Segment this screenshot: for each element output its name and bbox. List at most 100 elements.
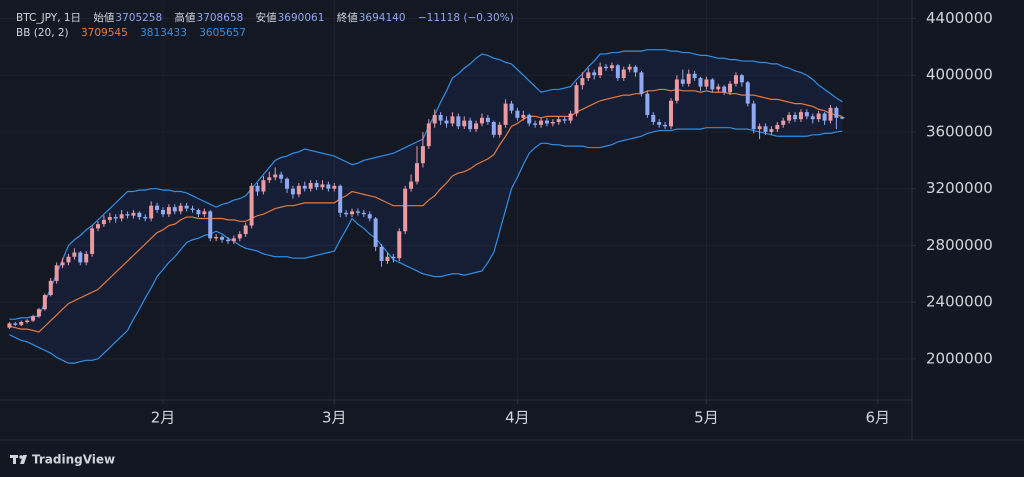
candle-body bbox=[680, 79, 685, 84]
candle-body bbox=[716, 86, 721, 90]
candle-body bbox=[574, 85, 579, 114]
candle-body bbox=[338, 185, 343, 213]
candle-body bbox=[225, 239, 230, 242]
indicator-name: BB (20, 2) bbox=[16, 27, 69, 39]
y-tick-label: 2000000 bbox=[926, 349, 993, 367]
y-tick-label: 4000000 bbox=[926, 66, 993, 84]
low-value: 3690061 bbox=[277, 12, 325, 24]
candle-body bbox=[302, 185, 307, 189]
candle-body bbox=[704, 79, 709, 87]
tradingview-logo: TradingView bbox=[10, 453, 115, 467]
candle-body bbox=[202, 211, 207, 215]
candle-body bbox=[379, 246, 384, 262]
candle-body bbox=[544, 120, 549, 124]
candle-body bbox=[769, 129, 774, 132]
candle-body bbox=[621, 69, 626, 79]
candle-body bbox=[651, 114, 656, 123]
candle-body bbox=[615, 65, 620, 79]
candle-body bbox=[166, 207, 171, 215]
candle-body bbox=[267, 177, 272, 181]
candle-body bbox=[350, 211, 355, 215]
candle-body bbox=[96, 224, 101, 229]
logo-shape bbox=[13, 455, 16, 464]
candle-body bbox=[527, 114, 532, 124]
candle-body bbox=[710, 79, 715, 90]
candle-body bbox=[385, 256, 390, 262]
candle-body bbox=[31, 316, 36, 321]
ohlc-legend: BTC_JPY, 1日 始値3705258 高値3708658 安値369006… bbox=[16, 10, 515, 25]
candle-body bbox=[344, 212, 349, 215]
candle-body bbox=[190, 208, 195, 210]
bb-legend: BB (20, 2) 3709545 3813433 3605657 bbox=[16, 27, 247, 39]
candle-body bbox=[533, 123, 538, 125]
candle-body bbox=[332, 185, 337, 189]
candle-body bbox=[13, 323, 18, 325]
axes: 2000000 2400000 2800000 3200000 3600000 40000… bbox=[151, 9, 993, 426]
candle-body bbox=[184, 205, 189, 209]
candle-body bbox=[143, 217, 148, 219]
bb-middle-value: 3709545 bbox=[81, 27, 128, 39]
candle-body bbox=[231, 238, 236, 242]
candle-body bbox=[355, 211, 360, 213]
candle-body bbox=[645, 93, 650, 115]
candle-body bbox=[468, 120, 473, 130]
candle-body bbox=[237, 234, 242, 239]
candle-body bbox=[361, 212, 366, 215]
candle-body bbox=[84, 253, 89, 263]
candle-body bbox=[214, 236, 219, 239]
candle-body bbox=[90, 228, 95, 254]
candle-body bbox=[627, 66, 632, 70]
candle-body bbox=[208, 211, 213, 239]
candle-body bbox=[373, 218, 378, 247]
logo-shape bbox=[19, 455, 23, 459]
candle-body bbox=[834, 107, 839, 118]
footer-brand: TradingView bbox=[32, 453, 115, 467]
candle-body bbox=[320, 184, 325, 188]
band-upper bbox=[9, 49, 843, 320]
bollinger-bands bbox=[9, 49, 843, 364]
symbol: BTC_JPY, 1日 bbox=[16, 12, 82, 24]
candle-body bbox=[674, 79, 679, 101]
candle-body bbox=[521, 114, 526, 118]
candle-body bbox=[149, 205, 154, 219]
candle-body bbox=[562, 119, 567, 121]
candle-body bbox=[178, 205, 183, 212]
candle-body bbox=[290, 188, 295, 195]
candle-body bbox=[367, 214, 372, 219]
candle-body bbox=[728, 83, 733, 93]
candle-body bbox=[810, 116, 815, 120]
candle-body bbox=[633, 66, 638, 73]
candle-body bbox=[78, 252, 83, 263]
candle-body bbox=[25, 320, 30, 322]
x-tick-label: 4月 bbox=[505, 409, 530, 427]
open-label: 始値 bbox=[93, 12, 115, 24]
candle-body bbox=[261, 180, 266, 192]
candle-body bbox=[592, 72, 597, 76]
candle-body bbox=[326, 184, 331, 189]
candle-body bbox=[60, 262, 65, 266]
candle-body bbox=[822, 113, 827, 121]
candle-body bbox=[72, 252, 77, 257]
candle-body bbox=[131, 212, 136, 216]
candle-body bbox=[409, 181, 414, 189]
candle-body bbox=[119, 214, 124, 219]
candle-body bbox=[456, 116, 461, 127]
candle-body bbox=[42, 295, 47, 310]
candle-body bbox=[539, 120, 544, 125]
band-fill bbox=[9, 49, 843, 364]
close-value: 3694140 bbox=[358, 12, 406, 24]
candle-body bbox=[733, 75, 738, 84]
candle-body bbox=[692, 73, 697, 79]
candle-body bbox=[751, 103, 756, 130]
candle-body bbox=[125, 214, 130, 216]
candle-body bbox=[243, 225, 248, 235]
candles bbox=[7, 62, 845, 330]
candle-body bbox=[840, 117, 845, 119]
logo-shape bbox=[20, 455, 27, 464]
candle-body bbox=[113, 217, 118, 219]
candle-body bbox=[668, 100, 673, 127]
candle-body bbox=[414, 163, 419, 182]
candle-body bbox=[722, 86, 727, 93]
x-tick-label: 6月 bbox=[865, 409, 890, 427]
